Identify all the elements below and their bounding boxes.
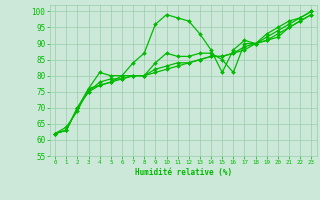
X-axis label: Humidité relative (%): Humidité relative (%) [135, 168, 232, 177]
